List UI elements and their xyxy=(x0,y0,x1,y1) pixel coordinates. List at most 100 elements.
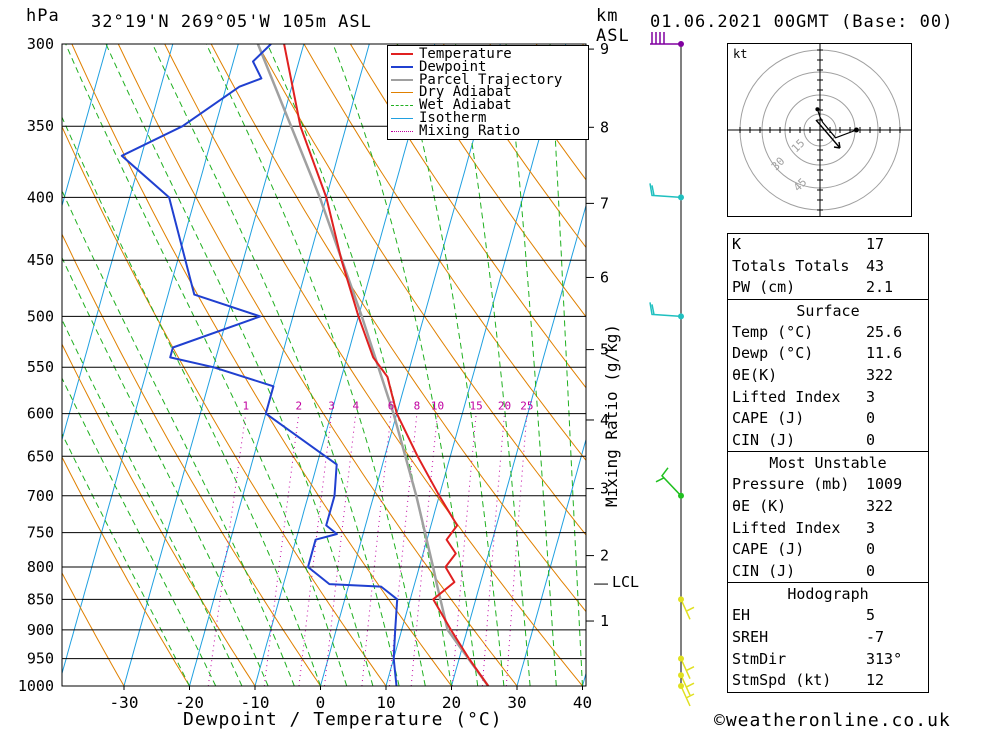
wet-adiabat-line xyxy=(455,44,531,686)
wet-adiabat-line xyxy=(152,44,400,686)
param-value: 3 xyxy=(866,387,876,406)
height-unit-asl: ASL xyxy=(596,26,630,46)
dry-adiabat-line xyxy=(349,44,586,389)
pressure-tick-label: 850 xyxy=(27,590,54,608)
pressure-tick-label: 400 xyxy=(27,188,54,206)
param-value: 1009 xyxy=(866,475,903,494)
mixing-ratio-label: 1 xyxy=(242,400,249,413)
pressure-tick-label: 550 xyxy=(27,358,54,376)
hodograph-section: Hodograph EH 5 SREH -7 StmDir 313° StmSpd (… xyxy=(728,582,928,691)
mixing-ratio-label: 25 xyxy=(520,400,533,413)
param-label: Lifted Index xyxy=(732,518,841,537)
height-tick-label: 8 xyxy=(600,118,609,136)
param-label: SREH xyxy=(732,627,769,646)
wind-barb xyxy=(649,183,682,199)
param-value: 2.1 xyxy=(866,278,894,297)
dry-adiabat-line xyxy=(164,44,583,686)
param-label: PW (cm) xyxy=(732,278,796,297)
section-title: Hodograph xyxy=(787,585,869,604)
param-row: StmSpd (kt) 12 xyxy=(728,670,928,692)
legend-item: Mixing Ratio xyxy=(388,122,588,139)
wind-barb xyxy=(680,599,695,620)
param-value: 0 xyxy=(866,430,876,449)
dry-adiabat-line xyxy=(62,455,190,686)
dry-adiabat-line xyxy=(257,44,586,536)
pressure-tick-label: 650 xyxy=(27,447,54,465)
param-value: 0 xyxy=(866,409,876,428)
mixing-ratio-label: 8 xyxy=(414,400,421,413)
wet-adiabat-line xyxy=(266,44,452,686)
mixing-ratio-line xyxy=(481,413,505,686)
param-value: 0 xyxy=(866,540,876,559)
temperature-tick-label: -10 xyxy=(241,693,270,712)
isotherm-line xyxy=(62,44,239,676)
section-title: Surface xyxy=(796,301,860,320)
temperature-tick-label: -20 xyxy=(175,693,204,712)
legend-swatch-isotherm xyxy=(391,117,413,119)
param-row: PW (cm) 2.1 xyxy=(728,277,928,299)
wet-adiabat-line xyxy=(62,377,217,686)
parcel-trajectory-line xyxy=(256,44,490,686)
mixing-ratio-label: 15 xyxy=(470,400,483,413)
pressure-tick-label: 800 xyxy=(27,558,54,576)
dry-adiabat-line xyxy=(303,44,586,462)
parameters-table: K 17 Totals Totals 43 PW (cm) 2.1 Surface T… xyxy=(727,233,929,693)
wet-adiabat-line xyxy=(549,44,583,686)
param-label: StmDir xyxy=(732,649,787,668)
hodograph-ring-label: 45 xyxy=(791,176,810,195)
param-label: CIN (J) xyxy=(732,430,796,449)
hodograph-ring-label: 30 xyxy=(769,155,788,174)
param-row: Temp (°C) 25.6 xyxy=(728,322,928,344)
isotherm-line xyxy=(62,44,174,442)
param-label: CIN (J) xyxy=(732,561,796,580)
param-row: SREH -7 xyxy=(728,627,928,649)
legend-item: Dry Adiabat xyxy=(388,86,588,99)
temperature-line xyxy=(283,44,490,686)
wind-barb xyxy=(680,685,695,707)
dry-adiabat-line xyxy=(442,44,586,249)
legend: Temperature Dewpoint Parcel Trajectory D… xyxy=(387,45,589,140)
legend-item: Isotherm xyxy=(388,111,588,125)
dry-adiabat-line xyxy=(71,44,452,686)
temperature-tick-label: 30 xyxy=(507,693,526,712)
dry-adiabat-line xyxy=(675,44,720,686)
mixing-ratio-label: 20 xyxy=(498,400,511,413)
legend-item: Temperature xyxy=(388,47,588,61)
wet-adiabat-line xyxy=(62,115,321,686)
param-value: 25.6 xyxy=(866,322,903,341)
param-value: -7 xyxy=(866,627,885,646)
pressure-tick-label: 1000 xyxy=(18,677,54,695)
param-label: Temp (°C) xyxy=(732,322,814,341)
indices-section: K 17 Totals Totals 43 PW (cm) 2.1 xyxy=(728,234,928,299)
param-row: Totals Totals 43 xyxy=(728,256,928,278)
storm-motion-arrow xyxy=(815,119,841,149)
mixing-ratio-label: 6 xyxy=(388,400,395,413)
pressure-tick-label: 300 xyxy=(27,35,54,53)
dry-adiabat-line xyxy=(117,44,518,686)
wind-barb xyxy=(650,32,681,45)
param-label: EH xyxy=(732,606,751,625)
param-row: CIN (J) 0 xyxy=(728,561,928,583)
dry-adiabat-line xyxy=(62,571,125,686)
param-row: EH 5 xyxy=(728,605,928,627)
wind-barb xyxy=(655,467,682,497)
param-row: K 17 xyxy=(728,234,928,256)
param-label: θE(K) xyxy=(732,365,778,384)
param-label: StmSpd (kt) xyxy=(732,671,832,690)
param-row: Pressure (mb) 1009 xyxy=(728,474,928,496)
x-axis-title: Dewpoint / Temperature (°C) xyxy=(183,709,503,730)
wind-barb xyxy=(680,658,695,679)
legend-label: Mixing Ratio xyxy=(419,122,521,139)
pressure-tick-label: 600 xyxy=(27,405,54,423)
param-value: 11.6 xyxy=(866,344,903,363)
param-label: CAPE (J) xyxy=(732,409,805,428)
param-row: θE(K) 322 xyxy=(728,365,928,387)
height-tick-label: 7 xyxy=(600,194,609,212)
param-row: Lifted Index 3 xyxy=(728,387,928,409)
pressure-tick-label: 350 xyxy=(27,117,54,135)
param-label: Pressure (mb) xyxy=(732,475,850,494)
param-value: 3 xyxy=(866,518,876,537)
param-value: 322 xyxy=(866,365,894,384)
legend-swatch-mixing-ratio xyxy=(391,130,413,132)
temperature-tick-label: 0 xyxy=(316,693,326,712)
